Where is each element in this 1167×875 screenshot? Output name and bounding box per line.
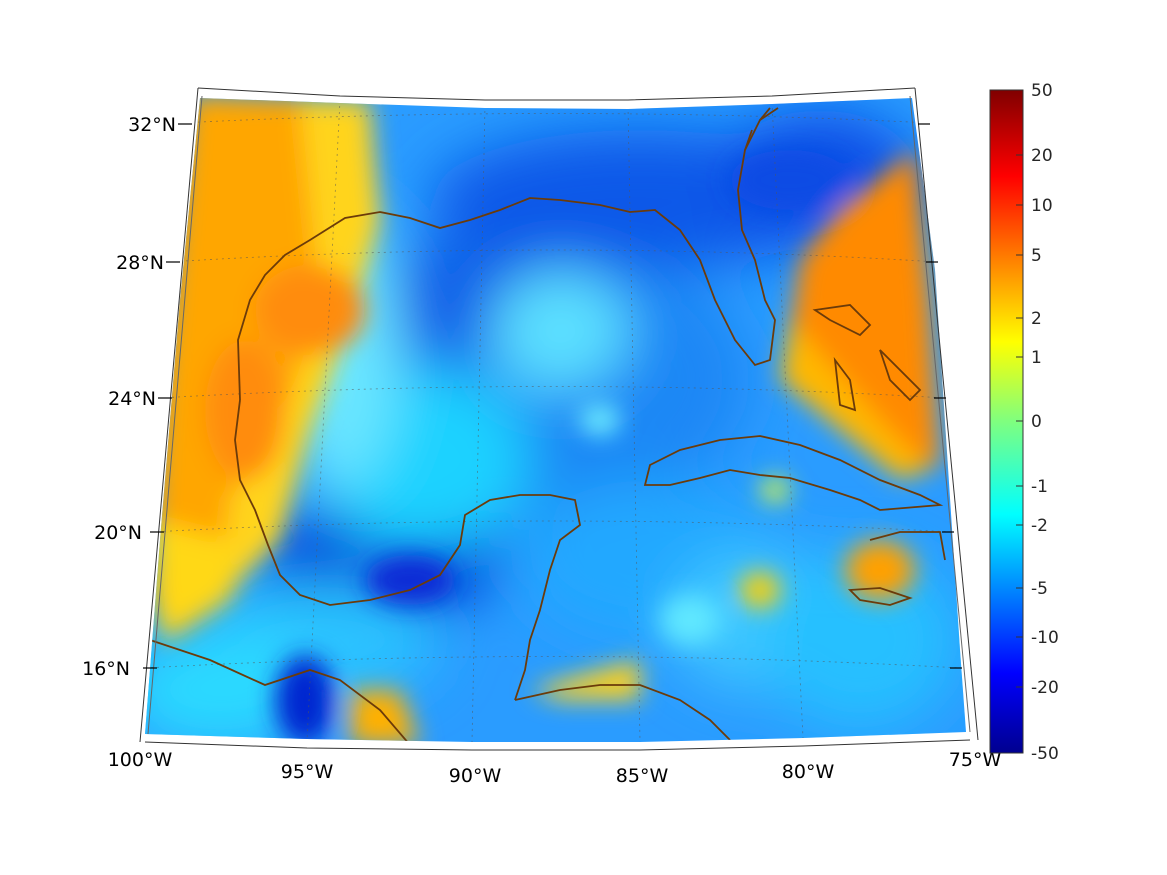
cuba xyxy=(643,435,944,511)
colorbar: 50 20 10 5 2 1 0 -1 -2 -5 -10 -20 -50 xyxy=(989,81,1059,764)
lat-label-32: 32°N xyxy=(128,114,176,136)
jamaica xyxy=(847,587,913,606)
colorbar-label-neg10: -10 xyxy=(1031,628,1059,648)
bahamas-2 xyxy=(833,356,857,412)
lat-label-28: 28°N xyxy=(116,252,164,274)
colorbar-label-neg5: -5 xyxy=(1031,579,1048,599)
bahamas-3 xyxy=(879,349,922,402)
lon-label-95w: 95°W xyxy=(281,761,334,783)
colorbar-label-5: 5 xyxy=(1031,246,1042,266)
mexico-coast xyxy=(234,399,581,701)
lat-label-16: 16°N xyxy=(82,658,130,680)
lon-label-100w: 100°W xyxy=(108,749,173,771)
lon-label-90w: 90°W xyxy=(449,765,502,787)
coastlines xyxy=(149,107,946,742)
colorbar-label-10: 10 xyxy=(1031,196,1053,216)
colorbar-label-neg50: -50 xyxy=(1031,744,1059,764)
lon-label-80w: 80°W xyxy=(782,761,835,783)
hispaniola xyxy=(869,531,946,561)
lon-label-75w: 75°W xyxy=(949,749,1002,771)
colorbar-label-neg20: -20 xyxy=(1031,678,1059,698)
atlantic-coast xyxy=(744,107,771,151)
bahamas-1 xyxy=(812,304,872,337)
graticule xyxy=(145,99,961,742)
lon-label-85w: 85°W xyxy=(616,765,669,787)
lat-labels: 32°N 28°N 24°N 20°N 16°N xyxy=(82,114,176,680)
data-field xyxy=(145,98,966,742)
lat-ticks xyxy=(143,123,962,669)
colorbar-label-neg1: -1 xyxy=(1031,477,1048,497)
colorbar-label-2: 2 xyxy=(1031,309,1042,329)
gulf-coast xyxy=(237,107,779,401)
map-frame xyxy=(139,87,979,751)
pacific-coast xyxy=(149,639,411,742)
colorbar-label-neg2: -2 xyxy=(1031,516,1048,536)
colorbar-label-50: 50 xyxy=(1031,81,1053,101)
lat-label-20: 20°N xyxy=(94,522,142,544)
colorbar-label-20: 20 xyxy=(1031,146,1053,166)
colorbar-label-0: 0 xyxy=(1031,412,1042,432)
lat-label-24: 24°N xyxy=(108,388,156,410)
central-america-coast xyxy=(514,684,731,741)
colorbar-label-1: 1 xyxy=(1031,348,1042,368)
lon-labels: 100°W 95°W 90°W 85°W 80°W 75°W xyxy=(108,749,1002,787)
